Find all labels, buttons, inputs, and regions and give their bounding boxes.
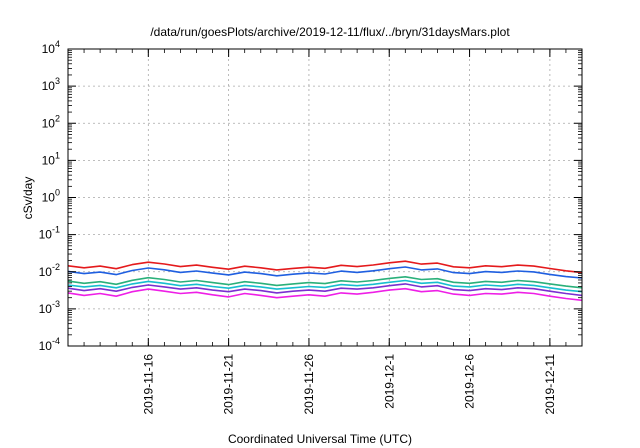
y-tick-label: 10-3: [39, 299, 60, 316]
y-tick-label-exponent: 3: [55, 76, 60, 86]
x-tick-label: 2019-11-26: [302, 354, 316, 415]
series-line: [67, 275, 583, 289]
y-tick-label: 10-1: [39, 225, 60, 242]
y-tick-label-exponent: -1: [52, 225, 60, 235]
series-line: [67, 287, 583, 302]
y-tick-label-exponent: 4: [55, 39, 60, 49]
y-tick-label-exponent: -2: [52, 262, 60, 272]
grid: [68, 49, 582, 346]
x-tick-label: 2019-12-11: [543, 354, 557, 415]
y-tick-label: 103: [42, 76, 60, 93]
series-line: [67, 279, 583, 293]
y-tick-label-exponent: -3: [52, 299, 60, 309]
y-axis-label: cSv/day: [21, 177, 35, 220]
chart-title: /data/run/goesPlots/archive/2019-12-11/f…: [150, 25, 510, 39]
y-tick-label-base: 10: [42, 116, 56, 130]
x-axis: 2019-11-16 2019-11-21 2019-11-26 2019-12-1 2…: [67, 49, 583, 415]
y-tick-label: 100: [42, 188, 60, 205]
y-tick-label-base: 10: [39, 339, 53, 353]
series-line: [67, 283, 583, 297]
y-tick-label-base: 10: [42, 191, 56, 205]
y-tick-label-base: 10: [42, 79, 56, 93]
y-tick-label-exponent: 2: [55, 113, 60, 123]
y-tick-label: 102: [42, 113, 60, 130]
y-tick-label-base: 10: [39, 265, 53, 279]
y-tick-label-base: 10: [39, 302, 53, 316]
y-tick-label-exponent: 0: [55, 188, 60, 198]
y-tick-label: 104: [42, 39, 60, 56]
y-tick-label: 10-4: [39, 336, 60, 353]
x-tick-label: 2019-12-6: [463, 354, 477, 409]
y-tick-label-base: 10: [39, 228, 53, 242]
x-axis-label: Coordinated Universal Time (UTC): [228, 432, 412, 446]
series-line: [67, 260, 583, 274]
y-tick-label-exponent: -4: [52, 336, 60, 346]
y-tick-label: 101: [42, 150, 60, 167]
y-tick-label-base: 10: [42, 153, 56, 167]
y-tick-label-base: 10: [42, 42, 56, 56]
y-tick-label: 10-2: [39, 262, 60, 279]
y-tick-label-exponent: 1: [55, 150, 60, 160]
series-layer: [67, 260, 583, 302]
x-tick-label: 2019-11-16: [141, 354, 155, 415]
x-tick-label: 2019-12-1: [382, 354, 396, 409]
series-line: [67, 266, 583, 279]
x-tick-label: 2019-11-21: [222, 354, 236, 415]
